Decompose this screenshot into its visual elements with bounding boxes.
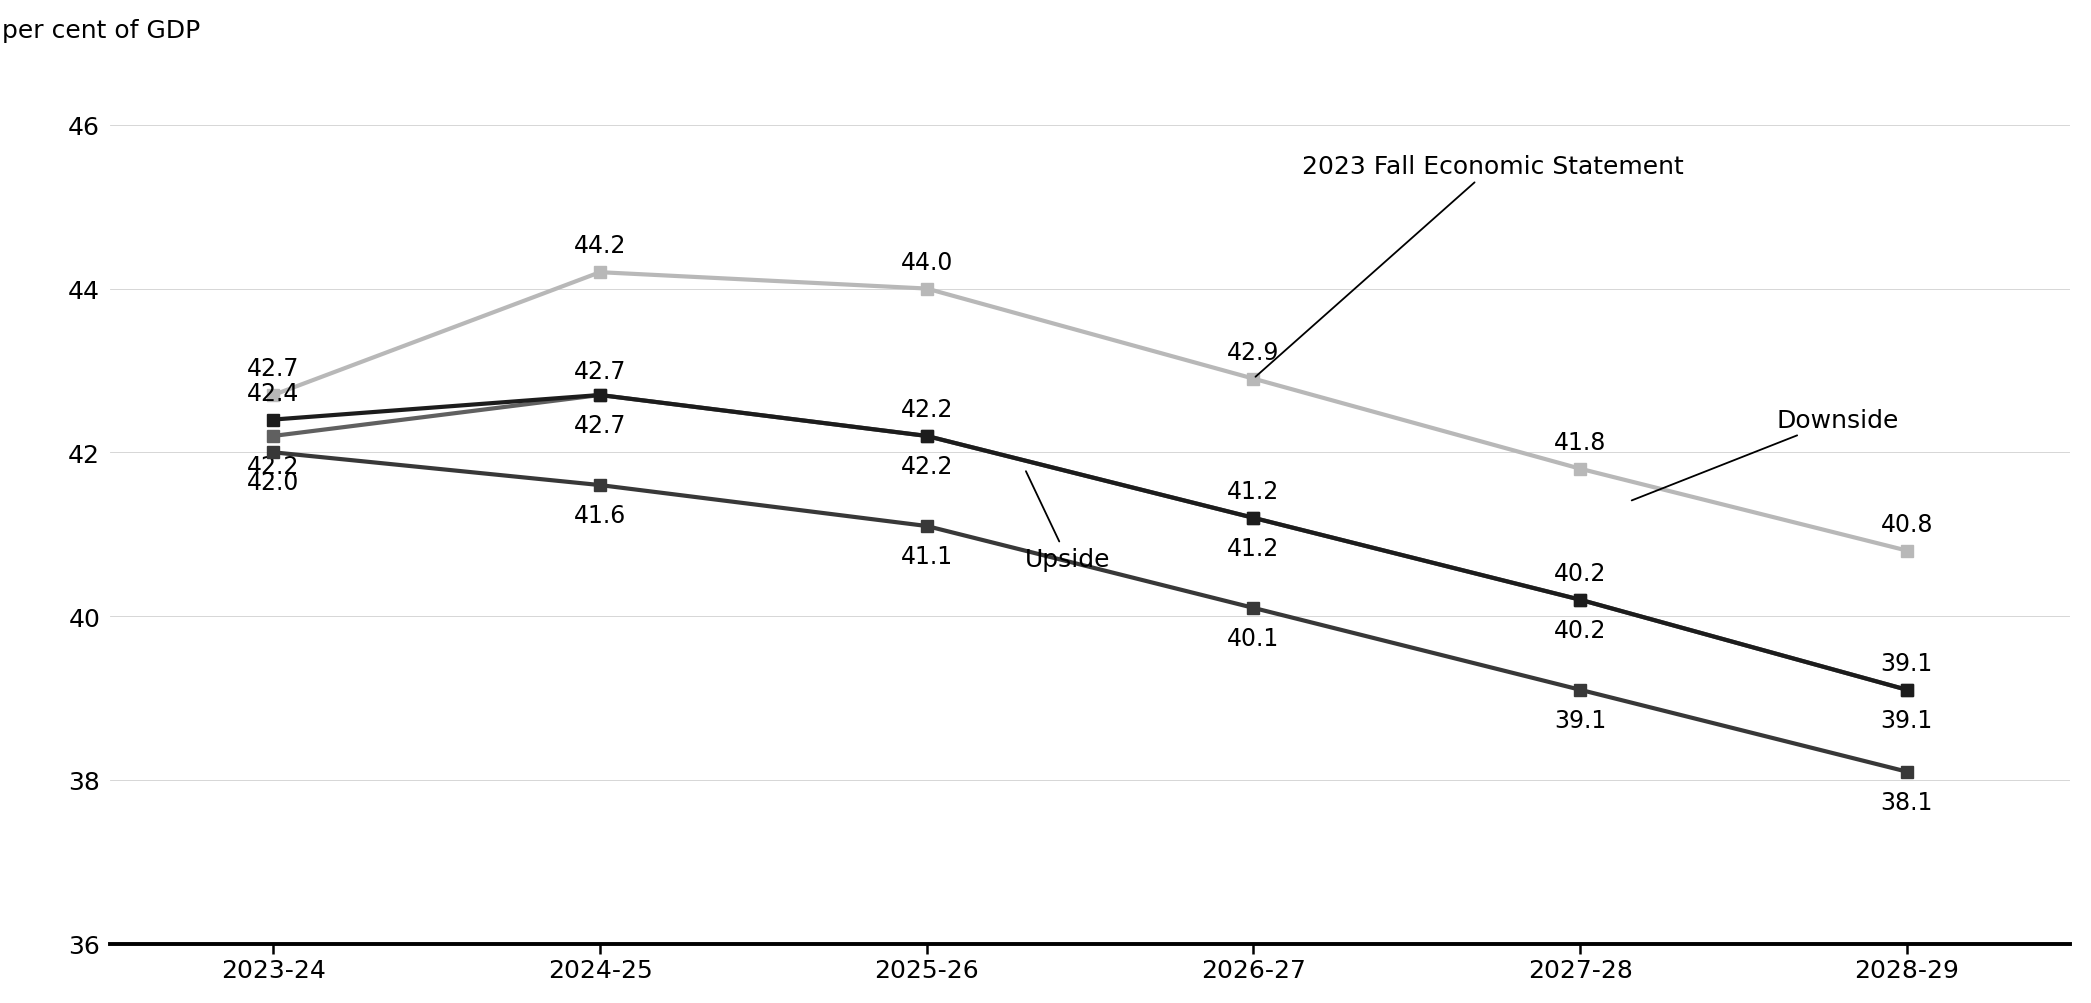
Text: 38.1: 38.1 <box>1880 790 1932 813</box>
Text: 40.8: 40.8 <box>1880 513 1932 537</box>
Text: 42.2: 42.2 <box>901 398 953 422</box>
Text: 39.1: 39.1 <box>1880 651 1932 675</box>
Text: 41.1: 41.1 <box>901 545 953 569</box>
Text: 42.7: 42.7 <box>573 359 625 383</box>
Text: per cent of GDP: per cent of GDP <box>2 19 201 42</box>
Text: 41.2: 41.2 <box>1227 479 1280 504</box>
Text: 44.0: 44.0 <box>901 251 953 275</box>
Text: 39.1: 39.1 <box>1554 708 1606 732</box>
Text: 42.4: 42.4 <box>247 381 299 405</box>
Text: 42.0: 42.0 <box>247 470 299 494</box>
Text: 41.8: 41.8 <box>1554 430 1606 454</box>
Text: 42.7: 42.7 <box>247 357 299 381</box>
Text: Upside: Upside <box>1025 471 1110 571</box>
Text: Downside: Downside <box>1631 408 1899 500</box>
Text: 41.2: 41.2 <box>1227 537 1280 561</box>
Text: 41.6: 41.6 <box>573 504 625 528</box>
Text: 40.2: 40.2 <box>1554 618 1606 642</box>
Text: 2023 Fall Economic Statement: 2023 Fall Economic Statement <box>1255 154 1683 377</box>
Text: 39.1: 39.1 <box>1880 708 1932 732</box>
Text: 42.2: 42.2 <box>901 454 953 478</box>
Text: 42.7: 42.7 <box>573 413 625 437</box>
Text: 44.2: 44.2 <box>573 235 625 258</box>
Text: 40.2: 40.2 <box>1554 562 1606 586</box>
Text: 42.9: 42.9 <box>1227 341 1280 364</box>
Text: 42.2: 42.2 <box>247 454 299 478</box>
Text: 40.1: 40.1 <box>1227 626 1280 650</box>
